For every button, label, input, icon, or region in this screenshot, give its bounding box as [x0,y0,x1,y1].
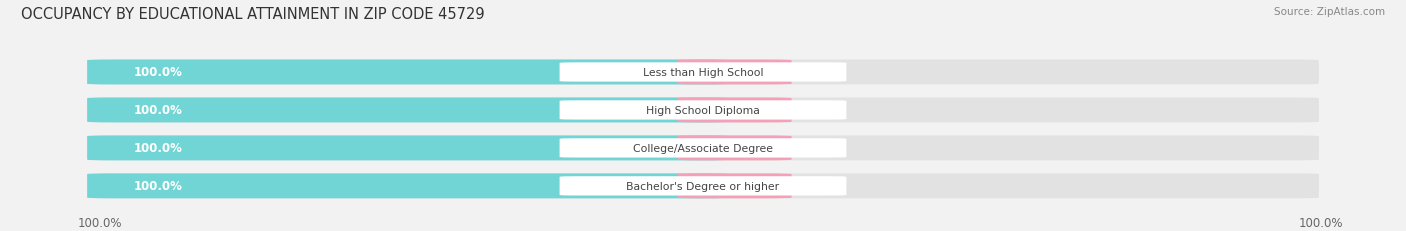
Text: Less than High School: Less than High School [643,68,763,78]
FancyBboxPatch shape [87,174,728,198]
FancyBboxPatch shape [87,136,728,161]
FancyBboxPatch shape [87,174,1319,198]
Text: 100.0%: 100.0% [134,66,183,79]
FancyBboxPatch shape [560,63,846,82]
FancyBboxPatch shape [560,139,846,158]
Text: 100.0%: 100.0% [134,179,183,192]
FancyBboxPatch shape [678,136,792,161]
FancyBboxPatch shape [678,174,792,198]
Text: OCCUPANCY BY EDUCATIONAL ATTAINMENT IN ZIP CODE 45729: OCCUPANCY BY EDUCATIONAL ATTAINMENT IN Z… [21,7,485,22]
FancyBboxPatch shape [678,60,792,85]
Text: 100.0%: 100.0% [77,216,122,229]
Text: 0.0%: 0.0% [783,66,813,79]
Text: College/Associate Degree: College/Associate Degree [633,143,773,153]
FancyBboxPatch shape [560,176,846,196]
FancyBboxPatch shape [87,60,1319,85]
Text: 0.0%: 0.0% [783,179,813,192]
Text: 100.0%: 100.0% [134,142,183,155]
Text: High School Diploma: High School Diploma [647,106,759,116]
Text: 100.0%: 100.0% [1298,216,1343,229]
FancyBboxPatch shape [678,98,792,123]
Text: Bachelor's Degree or higher: Bachelor's Degree or higher [627,181,779,191]
Text: 0.0%: 0.0% [783,142,813,155]
FancyBboxPatch shape [87,60,728,85]
FancyBboxPatch shape [87,98,728,123]
Text: 100.0%: 100.0% [134,104,183,117]
FancyBboxPatch shape [87,98,1319,123]
Text: 0.0%: 0.0% [783,104,813,117]
FancyBboxPatch shape [560,101,846,120]
Text: Source: ZipAtlas.com: Source: ZipAtlas.com [1274,7,1385,17]
FancyBboxPatch shape [87,136,1319,161]
